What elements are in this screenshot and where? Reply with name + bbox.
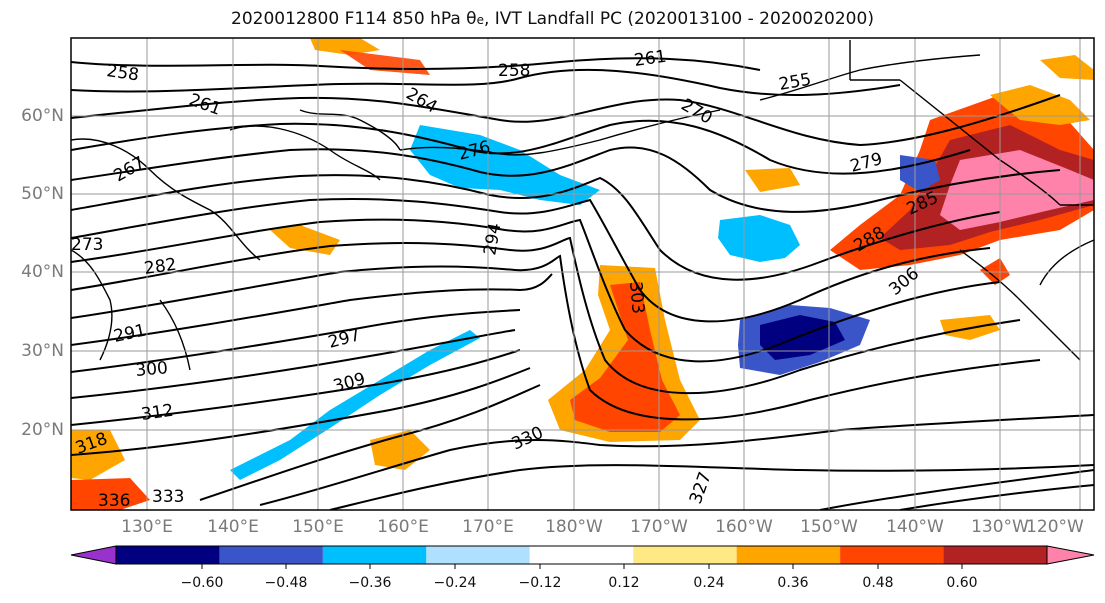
contour-label: 282 (143, 255, 178, 279)
contour-label: 258 (498, 61, 530, 81)
lon-label: 170°E (462, 517, 514, 537)
coastlines (71, 40, 1094, 371)
colorbar-tick: 0.48 (862, 575, 894, 591)
lon-label: 160°E (377, 517, 429, 537)
colorbar-tick: 0.24 (693, 575, 725, 591)
contour-label: 312 (140, 401, 175, 425)
anomaly-shading (71, 38, 1094, 510)
lat-label: 20°N (21, 420, 64, 440)
contour-label: 261 (633, 47, 668, 71)
lon-label: 130°W (971, 517, 1029, 537)
colorbar-tick: 0.12 (608, 575, 640, 591)
contour-label: 300 (135, 358, 169, 381)
contour-label: 336 (98, 491, 130, 511)
lon-label: 150°E (292, 517, 344, 537)
lon-label: 170°W (630, 517, 688, 537)
lat-label: 50°N (21, 184, 64, 204)
lon-label: 160°W (715, 517, 773, 537)
contour-label: 333 (152, 487, 184, 507)
lon-label: 150°W (800, 517, 858, 537)
colorbar-tick: −0.24 (433, 575, 477, 591)
graticule (71, 38, 1094, 510)
colorbar-tick: −0.12 (518, 575, 562, 591)
lon-label: 180°W (545, 517, 603, 537)
map-title: 2020012800 F114 850 hPa θe, IVT Landfall… (231, 9, 874, 29)
lat-label: 40°N (21, 262, 64, 282)
lat-label: 60°N (21, 106, 64, 126)
map-frame (70, 37, 1095, 511)
theta-e-contours (71, 57, 1094, 510)
contour-label: 303 (625, 281, 648, 315)
contour-label: 273 (71, 235, 103, 255)
lon-label: 140°E (207, 517, 259, 537)
lon-label: 130°E (121, 517, 173, 537)
lon-label: 120°W (1026, 517, 1084, 537)
lat-label: 30°N (21, 341, 64, 361)
colorbar-tick: 0.60 (946, 575, 978, 591)
colorbar-tick: −0.60 (180, 575, 224, 591)
contour-label: 258 (105, 61, 140, 85)
colorbar-tick: 0.36 (777, 575, 809, 591)
lon-label: 140°W (886, 517, 944, 537)
colorbar-tick: −0.36 (348, 575, 392, 591)
colorbar-tick: −0.48 (264, 575, 308, 591)
